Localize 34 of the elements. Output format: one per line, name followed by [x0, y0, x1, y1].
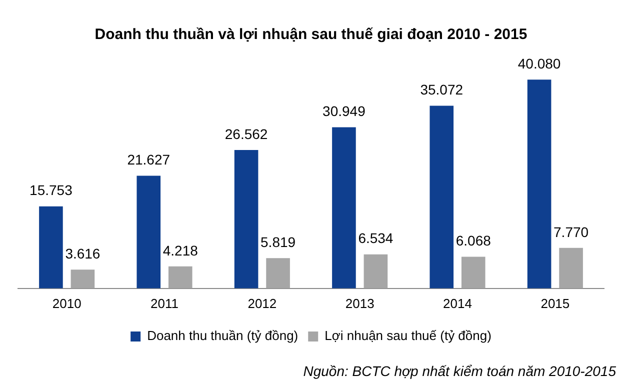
legend-label: Lợi nhuận sau thuế (tỷ đồng): [324, 328, 492, 344]
x-tick-label: 2014: [443, 296, 472, 311]
data-label: 26.562: [224, 126, 268, 142]
bar: [136, 176, 161, 288]
data-label: 3.616: [65, 245, 100, 262]
data-label: 6.068: [456, 232, 492, 249]
data-label: 21.627: [127, 152, 170, 168]
chart-title: Doanh thu thuần và lợi nhuận sau thuế giai đoạn 2010 - 2015: [94, 26, 528, 44]
bar: [461, 256, 486, 288]
text: Nguồn: BCTC hợp nhất kiểm toán năm 2010-2015: [303, 362, 616, 379]
data-label: 15.753: [30, 182, 73, 198]
x-tick-label: 2012: [248, 296, 277, 311]
bar: [364, 254, 388, 288]
bar: [266, 258, 290, 288]
bar: [332, 127, 356, 288]
data-label: 35.072: [420, 82, 464, 98]
bar: [39, 206, 63, 288]
legend-label: Doanh thu thuần (tỷ đồng): [147, 328, 298, 344]
x-tick-label: 2010: [52, 296, 82, 311]
data-label: 4.218: [162, 242, 198, 258]
bar: [527, 80, 552, 288]
bar: [234, 150, 258, 288]
x-tick-label: 2015: [540, 296, 570, 311]
x-tick-label: 2011: [150, 296, 178, 311]
bar: [168, 266, 192, 288]
bar: [430, 106, 454, 288]
data-label: 40.080: [518, 55, 561, 72]
data-label: 30.949: [322, 103, 366, 120]
x-tick-label: 2013: [345, 296, 374, 311]
bar: [70, 270, 95, 288]
data-label: 6.534: [358, 230, 394, 246]
data-label: 5.819: [260, 234, 296, 250]
bar: [559, 248, 583, 288]
data-label: 7.770: [554, 224, 589, 240]
